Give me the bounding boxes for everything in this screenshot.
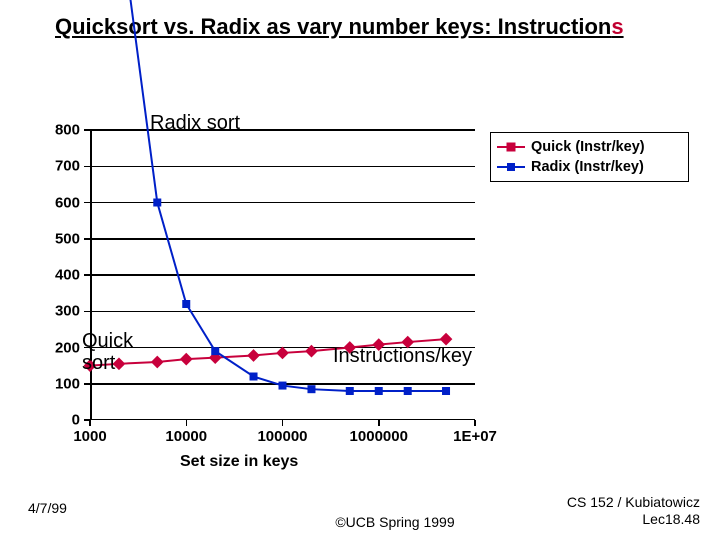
- legend-label-quick: Quick (Instr/key): [531, 139, 645, 155]
- footer-course-line1: CS 152 / Kubiatowicz: [567, 494, 700, 510]
- y-tick-label: 800: [55, 122, 80, 139]
- y-tick-label: 400: [55, 267, 80, 284]
- series-marker: [279, 382, 287, 390]
- series-marker: [276, 347, 289, 360]
- chart-annotation: Radix sort: [150, 112, 240, 134]
- series-marker: [153, 199, 161, 207]
- chart-legend: Quick (Instr/key) Radix (Instr/key): [490, 132, 689, 182]
- x-tick: [89, 420, 91, 426]
- y-tick-label: 100: [55, 375, 80, 392]
- series-line: [90, 0, 446, 391]
- slide: Quicksort vs. Radix as vary number keys:…: [0, 0, 720, 540]
- x-tick-label: 10000: [165, 428, 207, 445]
- y-tick-label: 300: [55, 303, 80, 320]
- title-main: Quicksort vs. Radix as vary number keys:…: [55, 14, 611, 39]
- x-tick: [378, 420, 380, 426]
- series-marker: [250, 373, 258, 381]
- footer-course: CS 152 / Kubiatowicz Lec18.48: [567, 494, 700, 528]
- series-marker: [211, 347, 219, 355]
- slide-title: Quicksort vs. Radix as vary number keys:…: [55, 14, 685, 40]
- x-tick: [282, 420, 284, 426]
- x-tick-label: 1000000: [350, 428, 408, 445]
- series-marker: [151, 356, 164, 369]
- series-marker: [247, 349, 260, 362]
- x-tick: [474, 420, 476, 426]
- x-tick: [186, 420, 188, 426]
- x-axis-title: Set size in keys: [180, 453, 298, 471]
- y-tick-label: 500: [55, 230, 80, 247]
- chart-annotation: Instructions/key: [333, 345, 472, 367]
- chart-annotation: Quicksort: [82, 330, 133, 374]
- series-marker: [305, 345, 318, 358]
- x-tick-label: 1E+07: [453, 428, 497, 445]
- x-tick-label: 100000: [257, 428, 307, 445]
- title-trail: s: [611, 14, 623, 39]
- series-marker: [346, 387, 354, 395]
- legend-swatch-quick: [497, 141, 525, 153]
- legend-label-radix: Radix (Instr/key): [531, 159, 644, 175]
- series-marker: [442, 387, 450, 395]
- series-marker: [180, 353, 193, 366]
- footer-course-line2: Lec18.48: [642, 511, 700, 527]
- legend-row-quick: Quick (Instr/key): [497, 137, 682, 157]
- y-tick-label: 700: [55, 158, 80, 175]
- series-marker: [404, 387, 412, 395]
- chart-plot-area: 0100200300400500600700800 10001000010000…: [90, 130, 475, 420]
- y-tick-label: 200: [55, 339, 80, 356]
- series-marker: [307, 385, 315, 393]
- y-tick-label: 0: [72, 412, 80, 429]
- series-marker: [440, 333, 453, 346]
- legend-swatch-radix: [497, 161, 525, 173]
- x-tick-label: 1000: [73, 428, 106, 445]
- legend-row-radix: Radix (Instr/key): [497, 157, 682, 177]
- plot-svg: [90, 130, 475, 420]
- series-marker: [182, 300, 190, 308]
- y-tick-label: 600: [55, 194, 80, 211]
- series-marker: [375, 387, 383, 395]
